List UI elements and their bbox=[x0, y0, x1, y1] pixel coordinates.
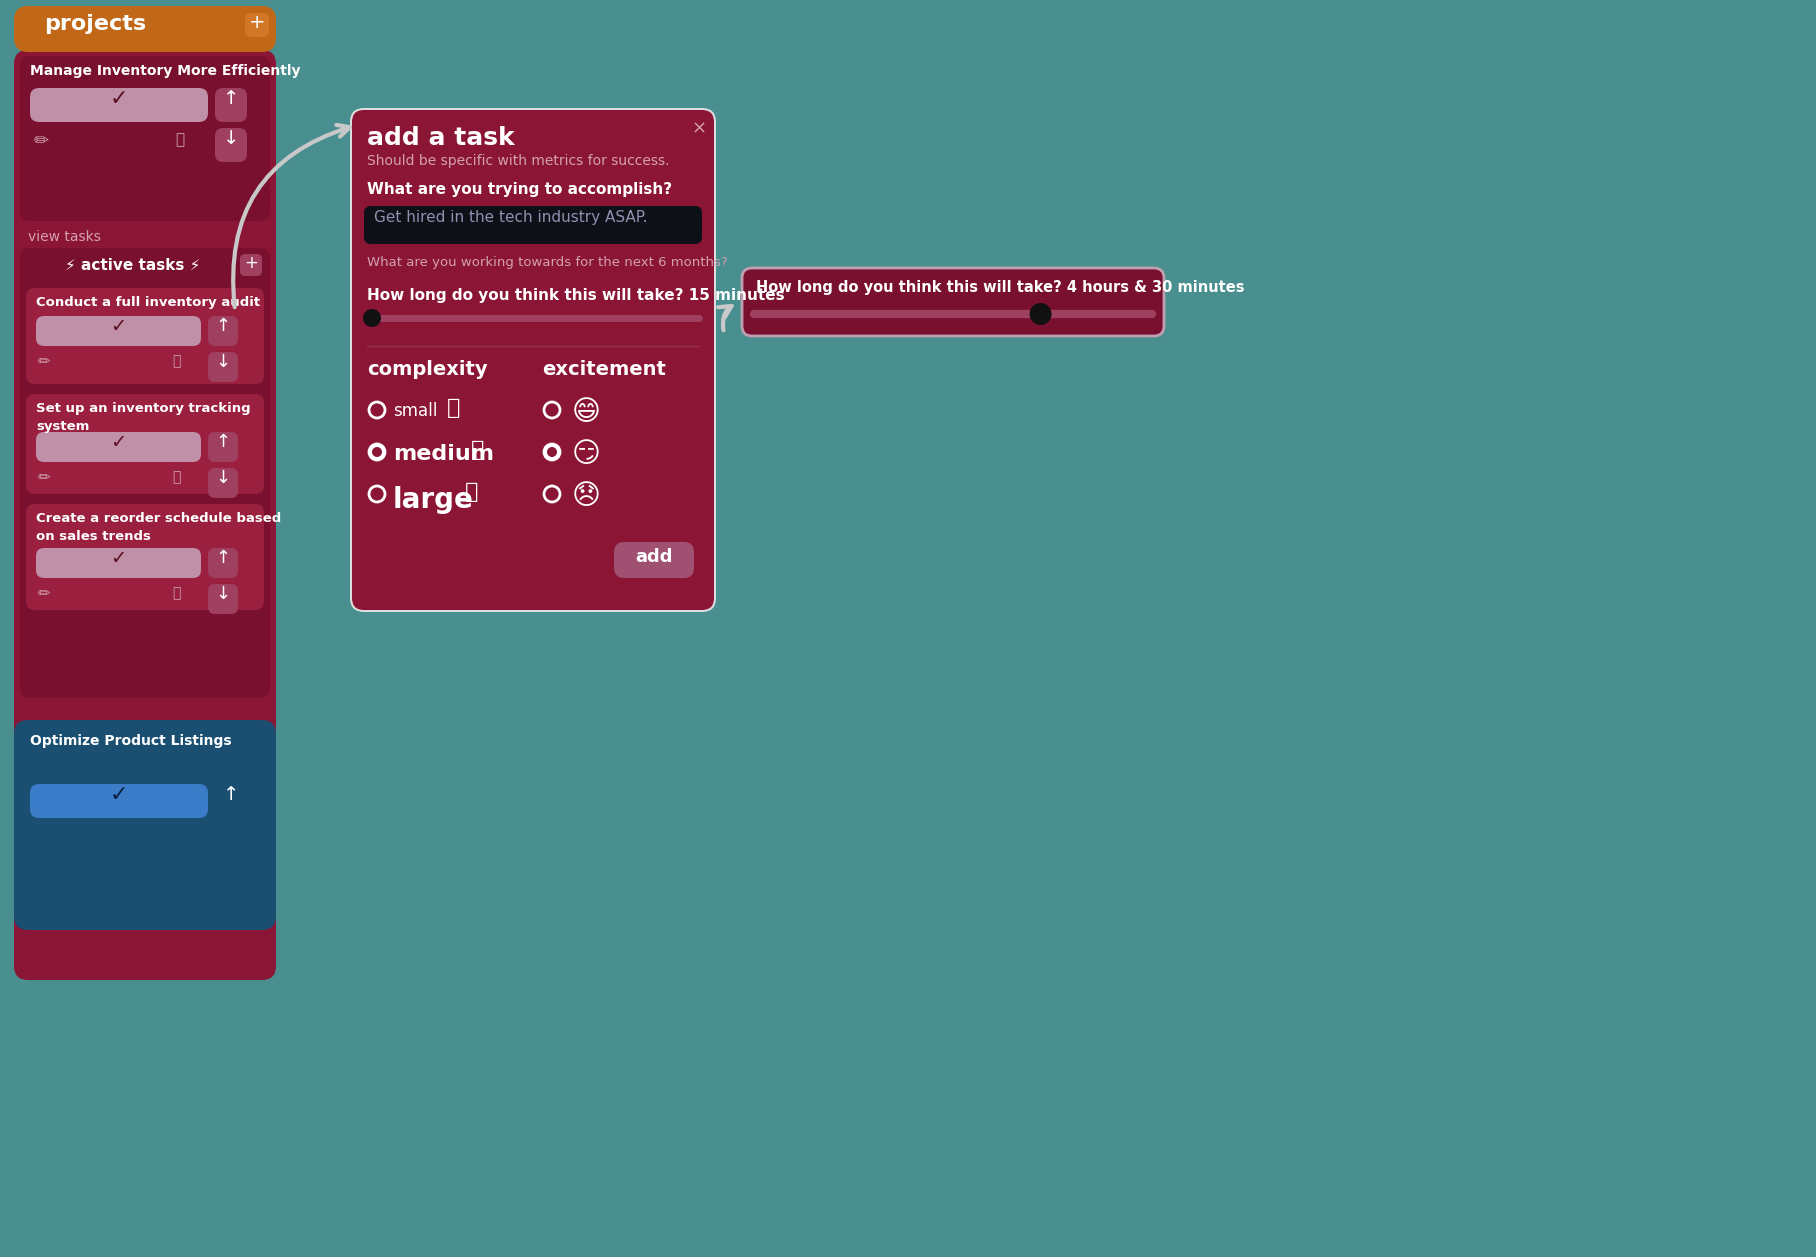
Text: ⚡ active tasks ⚡: ⚡ active tasks ⚡ bbox=[65, 258, 202, 273]
Text: Should be specific with metrics for success.: Should be specific with metrics for succ… bbox=[367, 155, 670, 168]
FancyBboxPatch shape bbox=[31, 784, 209, 818]
Text: How long do you think this will take? 15 minutes: How long do you think this will take? 15… bbox=[367, 288, 785, 303]
Text: Get hired in the tech industry ASAP.: Get hired in the tech industry ASAP. bbox=[374, 210, 648, 225]
Circle shape bbox=[545, 444, 559, 460]
Text: on sales trends: on sales trends bbox=[36, 530, 151, 543]
Text: 🗑: 🗑 bbox=[173, 586, 180, 600]
FancyBboxPatch shape bbox=[15, 720, 276, 930]
FancyBboxPatch shape bbox=[352, 111, 714, 610]
FancyBboxPatch shape bbox=[614, 542, 694, 578]
Text: ×: × bbox=[692, 119, 706, 138]
FancyBboxPatch shape bbox=[36, 316, 202, 346]
Circle shape bbox=[363, 309, 381, 327]
Text: What are you trying to accomplish?: What are you trying to accomplish? bbox=[367, 182, 672, 197]
Text: ↓: ↓ bbox=[223, 129, 240, 148]
FancyBboxPatch shape bbox=[363, 206, 703, 244]
FancyBboxPatch shape bbox=[245, 13, 269, 36]
Text: medium: medium bbox=[392, 444, 494, 464]
Text: ✏: ✏ bbox=[38, 586, 51, 601]
Circle shape bbox=[547, 447, 558, 458]
Circle shape bbox=[369, 444, 385, 460]
Text: ↓: ↓ bbox=[216, 585, 231, 603]
Text: Conduct a full inventory audit: Conduct a full inventory audit bbox=[36, 295, 260, 309]
Circle shape bbox=[372, 447, 381, 458]
Text: large: large bbox=[392, 486, 474, 514]
Text: ✓: ✓ bbox=[109, 89, 129, 109]
Text: ✏: ✏ bbox=[33, 132, 49, 150]
Text: add a task: add a task bbox=[367, 126, 514, 150]
Text: ↑: ↑ bbox=[216, 549, 231, 567]
Text: +: + bbox=[249, 13, 265, 31]
Text: ↓: ↓ bbox=[216, 469, 231, 486]
Text: ✏: ✏ bbox=[38, 470, 51, 485]
Text: 🗑: 🗑 bbox=[173, 354, 180, 368]
Text: ↓: ↓ bbox=[216, 353, 231, 371]
FancyBboxPatch shape bbox=[31, 88, 209, 122]
FancyBboxPatch shape bbox=[209, 585, 238, 613]
FancyBboxPatch shape bbox=[350, 108, 716, 612]
Text: projects: projects bbox=[44, 14, 145, 34]
FancyBboxPatch shape bbox=[743, 268, 1164, 336]
Text: small: small bbox=[392, 402, 438, 420]
Text: 😏: 😏 bbox=[572, 440, 601, 468]
Text: ✓: ✓ bbox=[109, 432, 125, 453]
Text: ↑: ↑ bbox=[216, 432, 231, 451]
Text: add: add bbox=[636, 548, 672, 566]
FancyBboxPatch shape bbox=[240, 254, 262, 277]
Text: ✏: ✏ bbox=[38, 354, 51, 370]
Text: system: system bbox=[36, 420, 89, 432]
Text: ✓: ✓ bbox=[109, 317, 125, 336]
FancyBboxPatch shape bbox=[209, 352, 238, 382]
Text: 😄: 😄 bbox=[572, 398, 601, 426]
FancyBboxPatch shape bbox=[25, 504, 263, 610]
Text: Manage Inventory More Efficiently: Manage Inventory More Efficiently bbox=[31, 64, 300, 78]
Text: excitement: excitement bbox=[541, 360, 666, 380]
FancyBboxPatch shape bbox=[15, 6, 276, 52]
Text: ↑: ↑ bbox=[223, 89, 240, 108]
Text: view tasks: view tasks bbox=[27, 230, 102, 244]
Text: +: + bbox=[243, 254, 258, 272]
Text: Create a reorder schedule based: Create a reorder schedule based bbox=[36, 512, 281, 525]
Text: Set up an inventory tracking: Set up an inventory tracking bbox=[36, 402, 251, 415]
Text: How long do you think this will take? 4 hours & 30 minutes: How long do you think this will take? 4 … bbox=[755, 280, 1244, 295]
FancyBboxPatch shape bbox=[25, 288, 263, 383]
Text: complexity: complexity bbox=[367, 360, 489, 380]
Text: ↑: ↑ bbox=[223, 786, 240, 804]
Circle shape bbox=[1030, 303, 1051, 326]
FancyBboxPatch shape bbox=[214, 88, 247, 122]
Text: Optimize Product Listings: Optimize Product Listings bbox=[31, 734, 232, 748]
Text: 🚀: 🚀 bbox=[465, 481, 478, 502]
FancyBboxPatch shape bbox=[209, 316, 238, 346]
FancyBboxPatch shape bbox=[20, 57, 271, 221]
Text: 🔨: 🔨 bbox=[470, 440, 485, 460]
FancyBboxPatch shape bbox=[20, 727, 271, 776]
Text: What are you working towards for the next 6 months?: What are you working towards for the nex… bbox=[367, 256, 728, 269]
Text: 🏠: 🏠 bbox=[447, 398, 461, 419]
FancyBboxPatch shape bbox=[209, 548, 238, 578]
FancyBboxPatch shape bbox=[209, 432, 238, 463]
Text: ✓: ✓ bbox=[109, 549, 125, 568]
FancyBboxPatch shape bbox=[36, 432, 202, 463]
Text: 🗑: 🗑 bbox=[174, 132, 183, 147]
FancyBboxPatch shape bbox=[214, 128, 247, 162]
Text: ↑: ↑ bbox=[216, 317, 231, 336]
FancyBboxPatch shape bbox=[25, 393, 263, 494]
FancyBboxPatch shape bbox=[36, 548, 202, 578]
Text: 🗑: 🗑 bbox=[173, 470, 180, 484]
Text: ✓: ✓ bbox=[109, 786, 129, 804]
FancyBboxPatch shape bbox=[20, 248, 271, 698]
FancyBboxPatch shape bbox=[209, 468, 238, 498]
FancyBboxPatch shape bbox=[15, 50, 276, 980]
Text: 😞: 😞 bbox=[572, 481, 601, 510]
FancyBboxPatch shape bbox=[214, 784, 247, 818]
